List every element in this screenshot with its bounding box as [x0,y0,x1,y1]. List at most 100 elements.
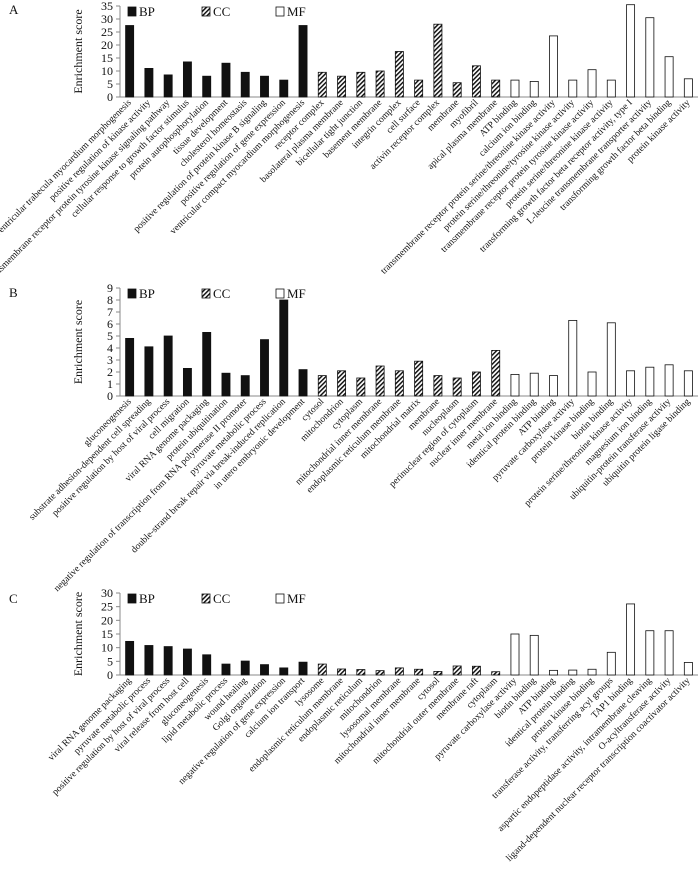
y-tick-label: 0 [107,90,113,104]
legend-swatch-mf [275,6,285,17]
panel-label: B [9,285,18,300]
bar-mf [510,79,520,98]
y-tick-label: 3 [107,353,113,367]
y-tick-label: 35 [101,0,113,13]
bar-cc [356,71,366,98]
bar-mf [529,372,539,397]
bar-cc [491,671,501,676]
bar-bp [144,645,154,676]
y-tick-label: 25 [101,600,113,614]
bar-bp [240,660,250,676]
bar-mf [549,669,558,676]
bar-bp [279,299,289,397]
bar-cc [394,51,404,98]
bar-cc [375,365,385,397]
y-tick-label: 10 [101,641,113,655]
bar-bp [202,75,212,98]
bar-bp [182,648,192,676]
bar-cc [491,79,501,98]
bar-mf [683,662,693,676]
bar-mf [626,4,636,98]
bar-cc [394,667,404,676]
legend-swatch-bp [127,6,137,17]
legend-swatch-mf [275,593,285,604]
bar-cc [414,360,424,397]
bar-cc [471,371,481,397]
bar-bp [163,74,173,98]
bar-bp [182,367,192,397]
legend-label-bp: BP [139,591,155,606]
y-tick-label: 8 [107,293,113,307]
bar-bp [260,664,269,676]
bar-mf [587,668,597,676]
bar-mf [664,630,674,676]
legend-swatch-bp [127,593,137,604]
y-tick-label: 2 [107,365,113,379]
bar-mf [549,375,558,397]
y-tick-label: 15 [101,627,113,641]
bar-mf [568,79,578,98]
y-tick-label: 4 [107,341,113,355]
x-tick-label: pyruvate metabolic process [72,676,153,757]
bar-bp [125,25,135,98]
bar-bp [279,79,289,98]
y-tick-label: 10 [101,64,113,78]
bar-bp [221,372,231,397]
bar-mf [510,373,520,397]
bar-mf [606,322,616,397]
bar-mf [529,634,539,676]
bar-cc [337,370,347,397]
y-tick-label: 1 [107,377,113,391]
legend-label-mf: MF [287,591,306,606]
y-tick-label: 30 [101,12,113,26]
bar-mf [683,78,693,98]
legend-label-cc: CC [213,591,230,606]
bar-bp [240,71,250,98]
y-tick-label: 20 [101,38,113,52]
y-tick-label: 0 [107,389,113,403]
bar-bp [240,375,250,397]
bar-mf [568,319,578,397]
legend-label-cc: CC [213,286,230,301]
legend-label-bp: BP [139,4,155,19]
bar-mf [664,56,674,98]
bar-bp [125,640,135,676]
y-axis-title: Enrichment score [71,592,85,676]
bar-mf [606,79,616,98]
bar-cc [433,23,443,98]
y-tick-label: 15 [101,51,113,65]
bar-cc [317,663,327,676]
bar-cc [375,70,385,98]
bar-bp [202,654,212,676]
legend-label-bp: BP [139,286,155,301]
legend-swatch-cc [201,288,211,299]
panel-label: C [9,591,18,606]
bar-mf [568,669,578,676]
y-axis-title: Enrichment score [71,9,85,93]
bar-bp [144,346,154,397]
bar-cc [491,349,501,397]
bar-cc [317,375,327,397]
legend-swatch-cc [201,6,211,17]
legend-swatch-mf [275,288,285,299]
bar-bp [163,335,173,397]
chart-panel-a: A Enrichment score05101520253035ventricul… [0,0,698,284]
bar-mf [529,81,539,98]
y-axis-title: Enrichment score [71,300,85,384]
bar-bp [260,339,269,397]
y-tick-label: 0 [107,668,113,682]
legend-swatch-bp [127,288,137,299]
bar-cc [337,75,347,98]
bar-bp [182,61,192,98]
x-tick-label: transmembrane receptor protein tyrosine … [0,98,172,284]
bar-cc [394,370,404,397]
bar-mf [606,651,616,676]
bar-bp [298,661,308,676]
bar-cc [452,665,462,676]
bar-cc [375,670,385,676]
bar-bp [125,337,135,397]
y-tick-label: 9 [107,281,113,295]
bar-cc [356,377,366,397]
